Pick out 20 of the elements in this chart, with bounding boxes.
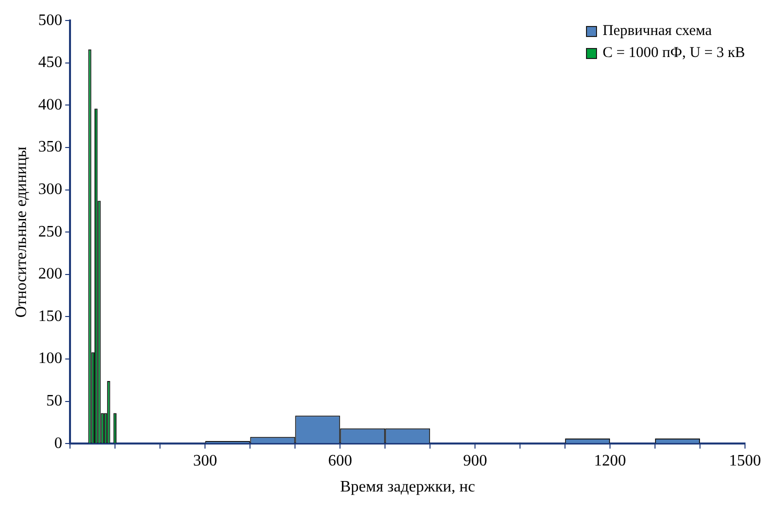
y-tick-label: 150 (38, 308, 62, 325)
y-tick-label: 250 (38, 223, 62, 240)
y-tick-label: 100 (38, 350, 62, 368)
x-tick-label: 300 (193, 452, 218, 470)
y-tick-label: 350 (38, 138, 62, 156)
y-tick-label: 200 (38, 266, 62, 283)
x-tick-label: 900 (463, 452, 488, 470)
y-axis-title: Относительные единицы (12, 146, 30, 318)
legend-label: Первичная схема (602, 22, 712, 41)
y-tick-label: 400 (38, 96, 62, 114)
x-tick-label: 1200 (594, 452, 626, 470)
y-tick-label: 450 (38, 54, 62, 72)
y-tick-label: 300 (38, 181, 62, 198)
x-axis-title: Время задержки, нс (340, 478, 476, 496)
x-tick-label: 1500 (729, 452, 761, 470)
legend-label: C = 1000 пФ, U = 3 кВ (602, 44, 745, 63)
y-tick-label: 500 (38, 12, 62, 29)
x-tick-label: 600 (328, 452, 352, 470)
y-tick-label: 0 (54, 434, 62, 452)
y-tick-label: 50 (46, 392, 62, 410)
